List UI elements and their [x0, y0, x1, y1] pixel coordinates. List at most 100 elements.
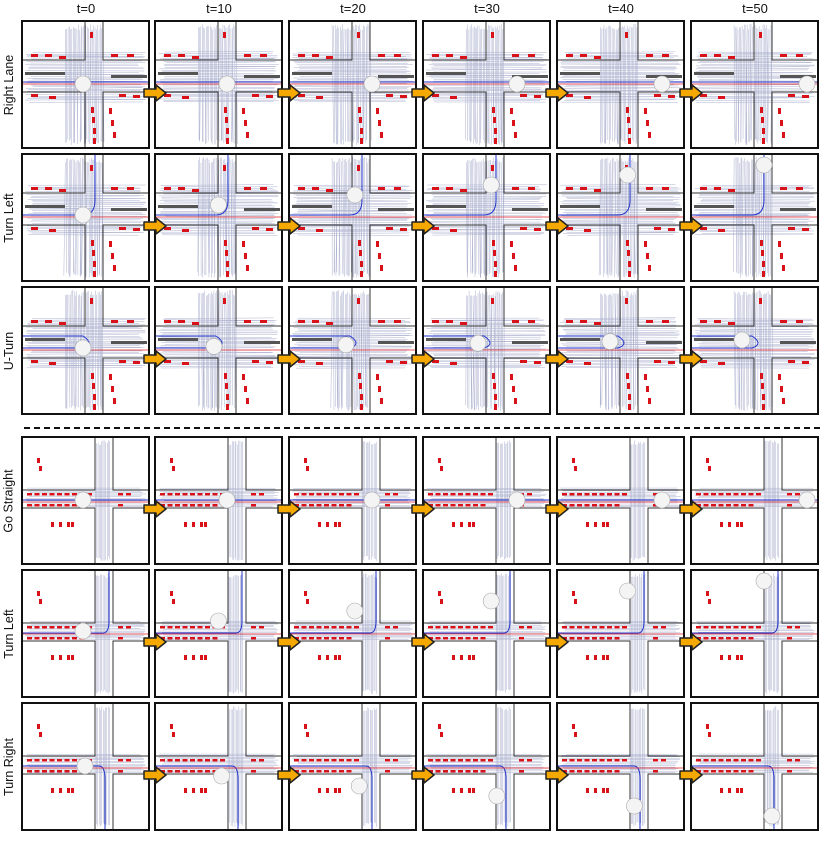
road-edges [23, 438, 148, 563]
lidar-points [694, 706, 815, 827]
ego-vehicle [619, 582, 636, 600]
scene-map [692, 288, 817, 413]
scene-map [290, 704, 415, 829]
right-arrow-icon [545, 633, 569, 651]
scene-map [424, 22, 549, 147]
scene-panel [154, 569, 283, 698]
scene-map [290, 22, 415, 147]
ego-vehicle [763, 807, 781, 825]
right-arrow-icon [545, 84, 569, 102]
scene-panel [422, 569, 551, 698]
scene-panel [690, 436, 819, 565]
lidar-points [292, 441, 412, 561]
scene-map [558, 571, 683, 696]
right-arrow-icon [277, 217, 301, 235]
scene-panel [422, 286, 551, 415]
ego-vehicle [218, 491, 236, 509]
obstacles [696, 458, 800, 527]
scene-panel [288, 702, 417, 831]
scene-panel [21, 286, 150, 415]
scene-panel [690, 702, 819, 831]
ego-vehicle [74, 622, 92, 640]
scene-panel [690, 20, 819, 149]
scene-map [23, 155, 148, 280]
obstacles [700, 32, 809, 144]
row-label-text: Turn Left [2, 608, 16, 659]
scene-map [692, 438, 817, 563]
planned-path [558, 155, 631, 216]
scene-panel [422, 702, 551, 831]
obstacles [164, 32, 273, 144]
road-edges [558, 438, 683, 563]
scene-panel [21, 702, 150, 831]
ego-vehicle [482, 592, 500, 610]
lidar-points [694, 290, 815, 411]
ego-vehicle [76, 757, 94, 775]
scene-panel [288, 286, 417, 415]
scene-map [156, 704, 281, 829]
obstacles [31, 298, 140, 410]
scene-panel [288, 569, 417, 698]
scene-panel [690, 569, 819, 698]
ego-vehicle [626, 797, 643, 815]
obstacles [566, 32, 675, 144]
ego-vehicle [601, 333, 619, 350]
road-edges [424, 22, 549, 147]
scene-map [23, 22, 148, 147]
right-arrow-icon [411, 350, 435, 368]
ego-vehicle [337, 336, 355, 354]
lidar-points [292, 24, 413, 145]
lidar-points [293, 573, 413, 694]
planned-path [692, 335, 759, 349]
obstacles [298, 32, 407, 144]
scene-map [558, 704, 683, 829]
scene-map [424, 438, 549, 563]
right-arrow-icon [277, 84, 301, 102]
scene-panel [422, 436, 551, 565]
row-label: Turn Right [0, 702, 18, 831]
right-arrow-icon [545, 350, 569, 368]
row-label-text: Go Straight [2, 468, 17, 533]
road-edges [290, 571, 415, 696]
planned-path [23, 571, 110, 634]
ego-vehicle [350, 777, 368, 795]
right-arrow-icon [679, 84, 703, 102]
scene-map [692, 704, 817, 829]
obstacles [566, 298, 675, 410]
row-label: Go Straight [0, 436, 18, 565]
road-edges [692, 22, 817, 147]
right-arrow-icon [143, 350, 167, 368]
obstacles [696, 591, 800, 660]
scene-map [290, 571, 415, 696]
scene-map [23, 288, 148, 413]
scene-map [692, 22, 817, 147]
ego-vehicle [218, 75, 236, 93]
obstacles [294, 458, 398, 527]
row-label: Turn Left [0, 569, 18, 698]
scene-panel [21, 20, 150, 149]
scene-panel [154, 436, 283, 565]
planned-path [290, 765, 373, 829]
road-edges [23, 22, 148, 147]
column-label: t=40 [608, 1, 634, 16]
road-edges [692, 155, 817, 280]
row-label-text: Right Lane [2, 54, 16, 115]
obstacles [428, 591, 532, 660]
ego-vehicle [210, 612, 227, 630]
scene-map [156, 288, 281, 413]
scene-map [424, 155, 549, 280]
right-arrow-icon [277, 350, 301, 368]
lidar-points [560, 290, 681, 411]
scene-panel [556, 20, 685, 149]
ego-vehicle [755, 572, 773, 590]
column-label: t=10 [206, 1, 232, 16]
scene-map [424, 704, 549, 829]
ego-vehicle [733, 331, 751, 349]
planned-path [558, 765, 641, 829]
road-edges [424, 571, 549, 696]
ego-vehicle [508, 491, 526, 509]
section-divider [24, 427, 820, 429]
road-edges [424, 288, 549, 413]
scene-map [156, 22, 281, 147]
ego-vehicle [210, 196, 227, 214]
